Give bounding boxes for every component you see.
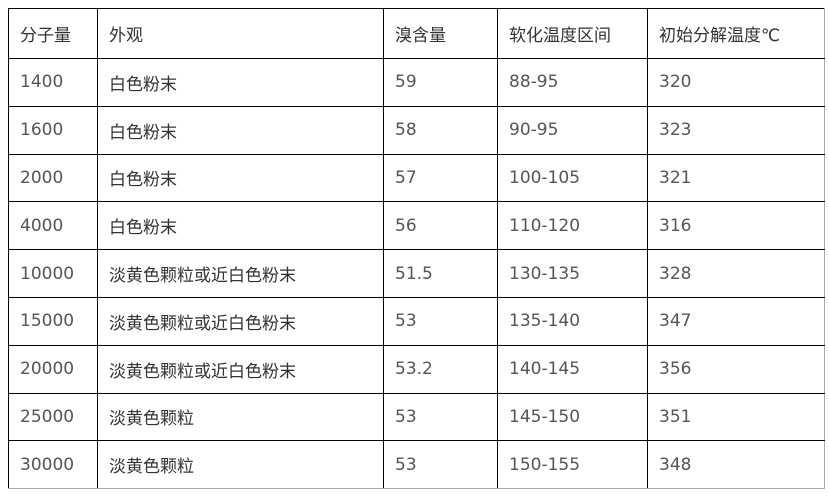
cell-molecular-weight: 25000 — [8, 392, 98, 442]
cell-bromine-content: 58 — [383, 105, 498, 155]
cell-molecular-weight: 15000 — [8, 296, 98, 346]
cell-bromine-content: 53.2 — [383, 344, 498, 394]
cell-softening-range: 135-140 — [497, 296, 648, 346]
cell-molecular-weight: 1600 — [8, 105, 98, 155]
table-row: 10000 淡黄色颗粒或近白色粉末 51.5 130-135 328 — [8, 249, 825, 298]
cell-molecular-weight: 20000 — [8, 344, 98, 394]
cell-appearance: 淡黄色颗粒 — [97, 392, 384, 442]
cell-decomposition-temp: 321 — [647, 153, 825, 203]
cell-softening-range: 90-95 — [497, 105, 648, 155]
cell-appearance: 白色粉末 — [97, 105, 384, 155]
cell-decomposition-temp: 347 — [647, 296, 825, 346]
table-row: 1400 白色粉末 59 88-95 320 — [8, 58, 825, 107]
cell-softening-range: 145-150 — [497, 392, 648, 442]
cell-appearance: 淡黄色颗粒或近白色粉末 — [97, 344, 384, 394]
cell-molecular-weight: 1400 — [8, 58, 98, 107]
header-appearance: 外观 — [97, 8, 384, 59]
cell-decomposition-temp: 323 — [647, 105, 825, 155]
cell-molecular-weight: 10000 — [8, 249, 98, 298]
table-row: 25000 淡黄色颗粒 53 145-150 351 — [8, 392, 825, 442]
cell-bromine-content: 59 — [383, 58, 498, 107]
cell-decomposition-temp: 351 — [647, 392, 825, 442]
table-row: 20000 淡黄色颗粒或近白色粉末 53.2 140-145 356 — [8, 344, 825, 394]
cell-softening-range: 88-95 — [497, 58, 648, 107]
cell-appearance: 淡黄色颗粒或近白色粉末 — [97, 249, 384, 298]
table-row: 15000 淡黄色颗粒或近白色粉末 53 135-140 347 — [8, 296, 825, 346]
cell-bromine-content: 53 — [383, 296, 498, 346]
cell-appearance: 白色粉末 — [97, 153, 384, 203]
cell-softening-range: 130-135 — [497, 249, 648, 298]
cell-decomposition-temp: 316 — [647, 201, 825, 251]
cell-bromine-content: 51.5 — [383, 249, 498, 298]
header-decomposition-temp: 初始分解温度℃ — [647, 8, 825, 59]
cell-decomposition-temp: 348 — [647, 440, 825, 490]
cell-bromine-content: 56 — [383, 201, 498, 251]
table-row: 30000 淡黄色颗粒 53 150-155 348 — [8, 440, 825, 490]
cell-softening-range: 110-120 — [497, 201, 648, 251]
header-row: 分子量 外观 溴含量 软化温度区间 初始分解温度℃ — [8, 8, 825, 59]
cell-bromine-content: 57 — [383, 153, 498, 203]
cell-softening-range: 100-105 — [497, 153, 648, 203]
header-softening-range: 软化温度区间 — [497, 8, 648, 59]
cell-molecular-weight: 4000 — [8, 201, 98, 251]
cell-decomposition-temp: 356 — [647, 344, 825, 394]
cell-decomposition-temp: 328 — [647, 249, 825, 298]
table-row: 4000 白色粉末 56 110-120 316 — [8, 201, 825, 251]
header-bromine-content: 溴含量 — [383, 8, 498, 59]
cell-bromine-content: 53 — [383, 392, 498, 442]
cell-appearance: 白色粉末 — [97, 58, 384, 107]
table-row: 2000 白色粉末 57 100-105 321 — [8, 153, 825, 203]
cell-molecular-weight: 2000 — [8, 153, 98, 203]
cell-decomposition-temp: 320 — [647, 58, 825, 107]
cell-appearance: 白色粉末 — [97, 201, 384, 251]
cell-molecular-weight: 30000 — [8, 440, 98, 490]
cell-softening-range: 150-155 — [497, 440, 648, 490]
table-row: 1600 白色粉末 58 90-95 323 — [8, 105, 825, 155]
properties-table: 分子量 外观 溴含量 软化温度区间 初始分解温度℃ 1400 白色粉末 59 88-9… — [8, 8, 825, 490]
header-molecular-weight: 分子量 — [8, 8, 98, 59]
cell-bromine-content: 53 — [383, 440, 498, 490]
cell-appearance: 淡黄色颗粒或近白色粉末 — [97, 296, 384, 346]
cell-softening-range: 140-145 — [497, 344, 648, 394]
cell-appearance: 淡黄色颗粒 — [97, 440, 384, 490]
